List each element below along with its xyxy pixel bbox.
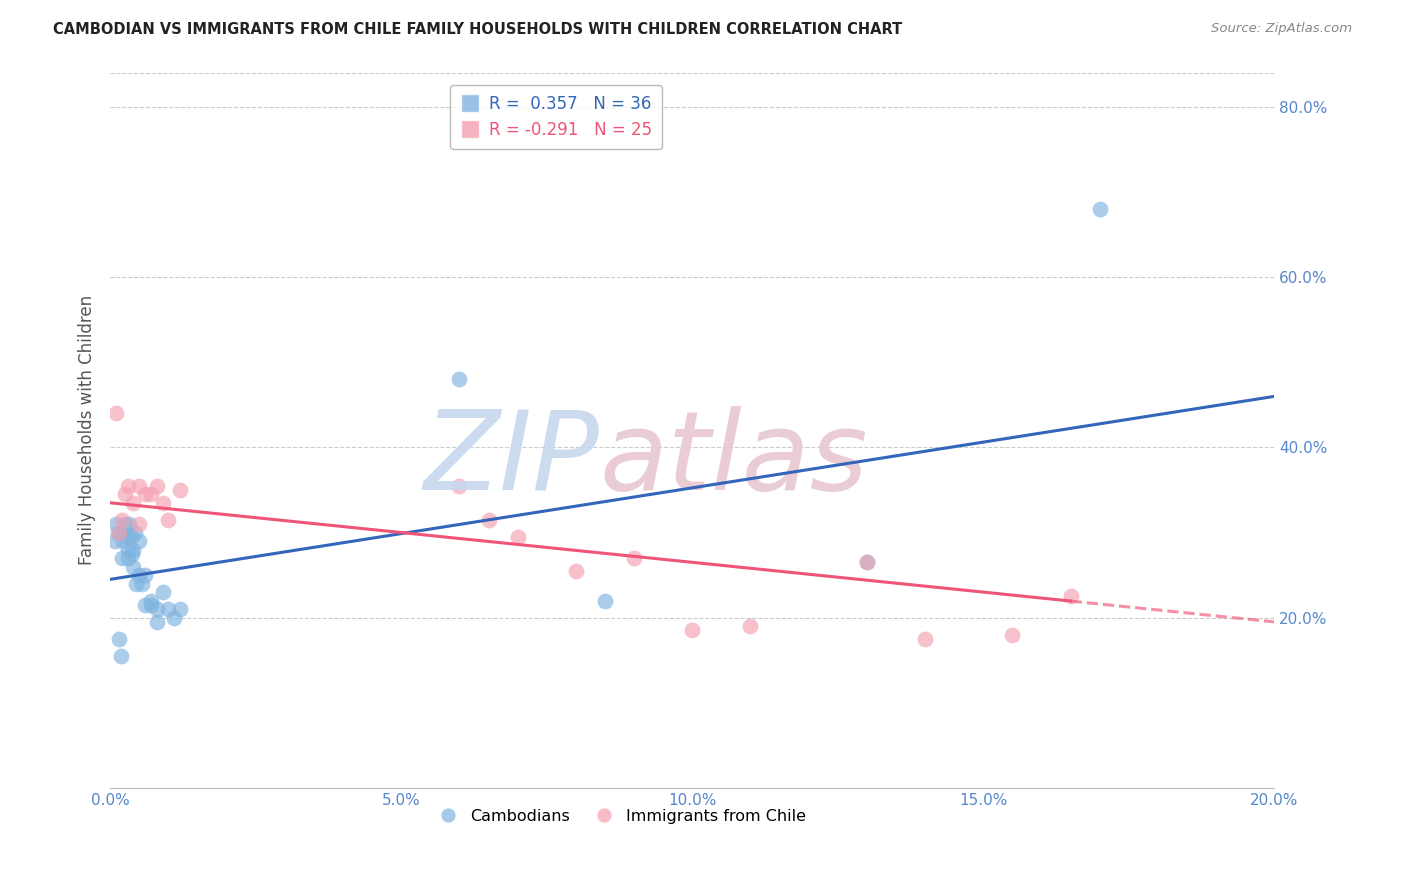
- Point: [145, 602, 167, 616]
- Point: [145, 479, 167, 493]
- Text: ZIP: ZIP: [423, 406, 599, 513]
- Point: [152, 585, 174, 599]
- Point: [111, 513, 134, 527]
- Legend: Cambodians, Immigrants from Chile: Cambodians, Immigrants from Chile: [432, 802, 813, 830]
- Point: [131, 576, 153, 591]
- Point: [117, 530, 139, 544]
- Point: [856, 555, 879, 569]
- Point: [108, 632, 131, 646]
- Point: [157, 602, 180, 616]
- Point: [134, 568, 156, 582]
- Text: CAMBODIAN VS IMMIGRANTS FROM CHILE FAMILY HOUSEHOLDS WITH CHILDREN CORRELATION C: CAMBODIAN VS IMMIGRANTS FROM CHILE FAMIL…: [53, 22, 903, 37]
- Point: [124, 525, 146, 540]
- Point: [593, 593, 616, 607]
- Y-axis label: Family Households with Children: Family Households with Children: [79, 295, 96, 566]
- Point: [449, 372, 471, 386]
- Point: [110, 648, 132, 663]
- Point: [139, 487, 162, 501]
- Point: [1001, 628, 1024, 642]
- Point: [914, 632, 936, 646]
- Point: [104, 406, 127, 420]
- Point: [169, 483, 191, 497]
- Point: [111, 534, 134, 549]
- Point: [139, 593, 162, 607]
- Point: [152, 496, 174, 510]
- Point: [169, 602, 191, 616]
- Point: [121, 547, 143, 561]
- Point: [122, 542, 145, 557]
- Text: Source: ZipAtlas.com: Source: ZipAtlas.com: [1212, 22, 1353, 36]
- Point: [114, 516, 136, 531]
- Point: [134, 598, 156, 612]
- Point: [114, 487, 136, 501]
- Point: [118, 516, 141, 531]
- Point: [104, 534, 127, 549]
- Point: [117, 479, 139, 493]
- Point: [139, 598, 162, 612]
- Point: [506, 530, 529, 544]
- Point: [856, 555, 879, 569]
- Point: [107, 525, 129, 540]
- Point: [128, 568, 150, 582]
- Point: [120, 530, 142, 544]
- Point: [117, 551, 139, 566]
- Point: [111, 525, 134, 540]
- Point: [681, 624, 703, 638]
- Point: [1088, 202, 1111, 216]
- Point: [163, 610, 186, 624]
- Point: [111, 551, 134, 566]
- Point: [740, 619, 762, 633]
- Point: [565, 564, 588, 578]
- Point: [1059, 590, 1081, 604]
- Point: [477, 513, 499, 527]
- Point: [128, 516, 150, 531]
- Point: [157, 513, 180, 527]
- Point: [108, 525, 131, 540]
- Point: [134, 487, 156, 501]
- Point: [125, 576, 148, 591]
- Point: [145, 615, 167, 629]
- Point: [623, 551, 645, 566]
- Point: [122, 559, 145, 574]
- Point: [122, 496, 145, 510]
- Point: [128, 479, 150, 493]
- Point: [128, 534, 150, 549]
- Text: atlas: atlas: [599, 406, 868, 513]
- Point: [104, 516, 127, 531]
- Point: [449, 479, 471, 493]
- Point: [117, 542, 139, 557]
